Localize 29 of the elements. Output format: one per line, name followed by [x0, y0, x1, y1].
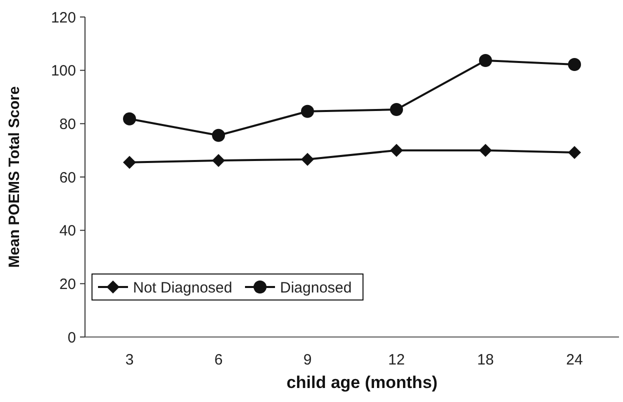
y-tick-label: 0	[68, 329, 76, 346]
point	[212, 154, 225, 167]
legend-label: Not Diagnosed	[133, 279, 232, 296]
point	[479, 144, 492, 157]
legend-label: Diagnosed	[280, 279, 352, 296]
x-tick-label: 6	[214, 351, 223, 368]
point	[123, 112, 136, 126]
x-tick-label: 24	[566, 351, 583, 368]
x-axis-title: child age (months)	[286, 373, 438, 392]
x-tick-label: 12	[388, 351, 405, 368]
y-tick-label: 120	[50, 9, 76, 26]
point	[390, 103, 403, 116]
point	[568, 58, 581, 71]
x-tick-label: 9	[303, 351, 312, 368]
point	[123, 156, 136, 169]
y-tick-label: 40	[59, 222, 76, 240]
point	[479, 54, 492, 67]
point	[390, 144, 403, 157]
point	[212, 128, 225, 142]
y-axis-title: Mean POEMS Total Score	[6, 86, 23, 268]
point	[301, 152, 314, 166]
x-tick-label: 3	[125, 351, 134, 368]
y-tick-label: 80	[59, 116, 76, 133]
y-tick-label: 20	[59, 276, 76, 293]
point	[568, 146, 581, 159]
point	[301, 104, 314, 118]
x-tick-label: 18	[477, 351, 494, 368]
y-tick-label: 100	[50, 62, 76, 80]
y-tick-label: 60	[59, 169, 76, 186]
